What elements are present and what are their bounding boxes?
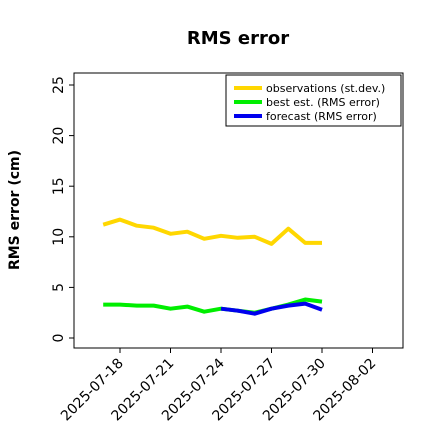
series-line-2 (220, 301, 323, 316)
legend: observations (st.dev.)best est. (RMS err… (225, 74, 402, 127)
plot-area (73, 72, 404, 349)
y-axis: 0 5 10 15 20 25 (51, 76, 74, 342)
y-tick-label: 25 (51, 76, 67, 94)
legend-label: forecast (RMS error) (266, 110, 377, 123)
y-tick-label: 5 (51, 283, 67, 292)
y-tick-label: 10 (51, 228, 67, 246)
y-axis-label: RMS error (cm) (7, 150, 23, 270)
x-axis: 2025-07-182025-07-212025-07-242025-07-27… (58, 348, 379, 424)
series-layer (102, 217, 323, 316)
y-tick-label: 0 (51, 334, 67, 343)
legend-label: best est. (RMS error) (266, 96, 380, 109)
series-line-0 (102, 217, 322, 246)
y-tick-label: 20 (51, 127, 67, 145)
chart-title: RMS error (187, 28, 289, 49)
y-tick-label: 15 (51, 177, 67, 195)
legend-label: observations (st.dev.) (266, 82, 385, 95)
